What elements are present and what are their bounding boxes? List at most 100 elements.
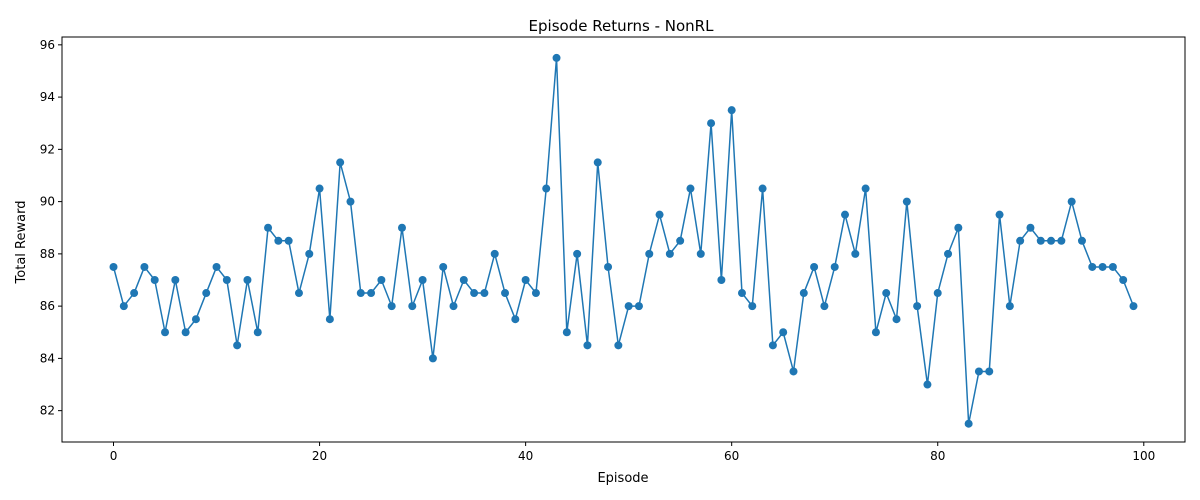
data-point <box>181 328 190 337</box>
data-point <box>779 328 788 337</box>
y-axis-label: Total Reward <box>14 201 29 285</box>
data-point <box>397 223 406 232</box>
data-point <box>944 249 953 258</box>
data-point <box>325 315 334 324</box>
data-point <box>542 184 551 193</box>
data-point <box>882 289 891 298</box>
series-line <box>112 57 1135 425</box>
data-point <box>428 354 437 363</box>
data-point <box>964 419 973 428</box>
data-point <box>511 315 520 324</box>
x-tick-label: 40 <box>518 449 533 463</box>
data-point <box>222 276 231 284</box>
data-point <box>707 119 716 128</box>
data-point <box>892 315 901 324</box>
data-point <box>480 289 489 298</box>
data-point <box>634 302 643 311</box>
data-point <box>1108 262 1117 271</box>
data-point <box>191 315 200 324</box>
data-point <box>490 249 499 258</box>
data-point <box>573 249 582 258</box>
data-point <box>109 262 118 271</box>
data-point <box>367 289 376 298</box>
data-point <box>552 53 561 62</box>
x-axis-label: Episode <box>597 471 648 486</box>
data-point <box>1088 262 1097 271</box>
data-point <box>521 276 530 284</box>
y-tick-label: 96 <box>40 38 55 52</box>
data-point <box>387 302 396 311</box>
data-point <box>470 289 479 298</box>
data-point <box>130 289 139 298</box>
data-point <box>820 302 829 311</box>
data-point <box>202 289 211 298</box>
data-point <box>995 210 1004 219</box>
chart-title: Episode Returns - NonRL <box>529 17 715 35</box>
data-point <box>212 262 221 271</box>
y-axis: 82 84 86 88 90 92 94 96 <box>40 38 62 418</box>
data-point <box>459 276 468 284</box>
data-point <box>150 276 159 284</box>
data-point <box>562 328 571 337</box>
data-point <box>171 276 180 284</box>
data-point <box>294 289 303 298</box>
axes-frame <box>61 36 1186 443</box>
data-point <box>913 302 922 311</box>
data-point <box>593 158 602 167</box>
data-point <box>768 341 777 350</box>
data-point <box>305 249 314 258</box>
data-point <box>161 328 170 337</box>
data-point <box>274 236 283 245</box>
data-point <box>748 302 757 311</box>
data-point <box>501 289 510 298</box>
data-point <box>758 184 767 193</box>
data-point <box>1077 236 1086 245</box>
y-tick-label: 82 <box>40 404 55 418</box>
x-tick-label: 20 <box>312 449 327 463</box>
data-point <box>1057 236 1066 245</box>
data-point <box>449 302 458 311</box>
data-point <box>439 262 448 271</box>
data-point <box>717 276 726 284</box>
data-point <box>408 302 417 311</box>
x-tick-label: 60 <box>724 449 739 463</box>
x-tick-label: 80 <box>930 449 945 463</box>
data-point <box>1036 236 1045 245</box>
data-point <box>830 262 839 271</box>
data-point <box>696 249 705 258</box>
data-point <box>861 184 870 193</box>
data-point <box>253 328 262 337</box>
data-point <box>871 328 880 337</box>
data-point <box>346 197 355 206</box>
data-point <box>119 302 128 311</box>
data-point <box>727 106 736 115</box>
data-point <box>1016 236 1025 245</box>
data-point <box>1067 197 1076 206</box>
data-point <box>264 223 273 232</box>
data-point <box>284 236 293 245</box>
data-point <box>377 276 386 284</box>
data-point <box>315 184 324 193</box>
data-point <box>614 341 623 350</box>
data-point <box>655 210 664 219</box>
data-point <box>336 158 345 167</box>
data-point <box>933 289 942 298</box>
y-tick-label: 84 <box>40 351 55 365</box>
data-point <box>810 262 819 271</box>
y-tick-label: 88 <box>40 247 55 261</box>
data-point <box>418 276 427 284</box>
x-tick-label: 100 <box>1132 449 1155 463</box>
data-point <box>1129 302 1138 311</box>
data-point <box>1026 223 1035 232</box>
data-point <box>665 249 674 258</box>
data-point <box>985 367 994 376</box>
data-point <box>645 249 654 258</box>
data-point <box>583 341 592 350</box>
data-point <box>799 289 808 298</box>
data-point <box>233 341 242 350</box>
x-tick-label: 0 <box>110 449 118 463</box>
data-point <box>954 223 963 232</box>
x-axis: 0 20 40 60 80 100 <box>110 442 1155 463</box>
data-point <box>1047 236 1056 245</box>
data-point <box>1119 276 1128 284</box>
